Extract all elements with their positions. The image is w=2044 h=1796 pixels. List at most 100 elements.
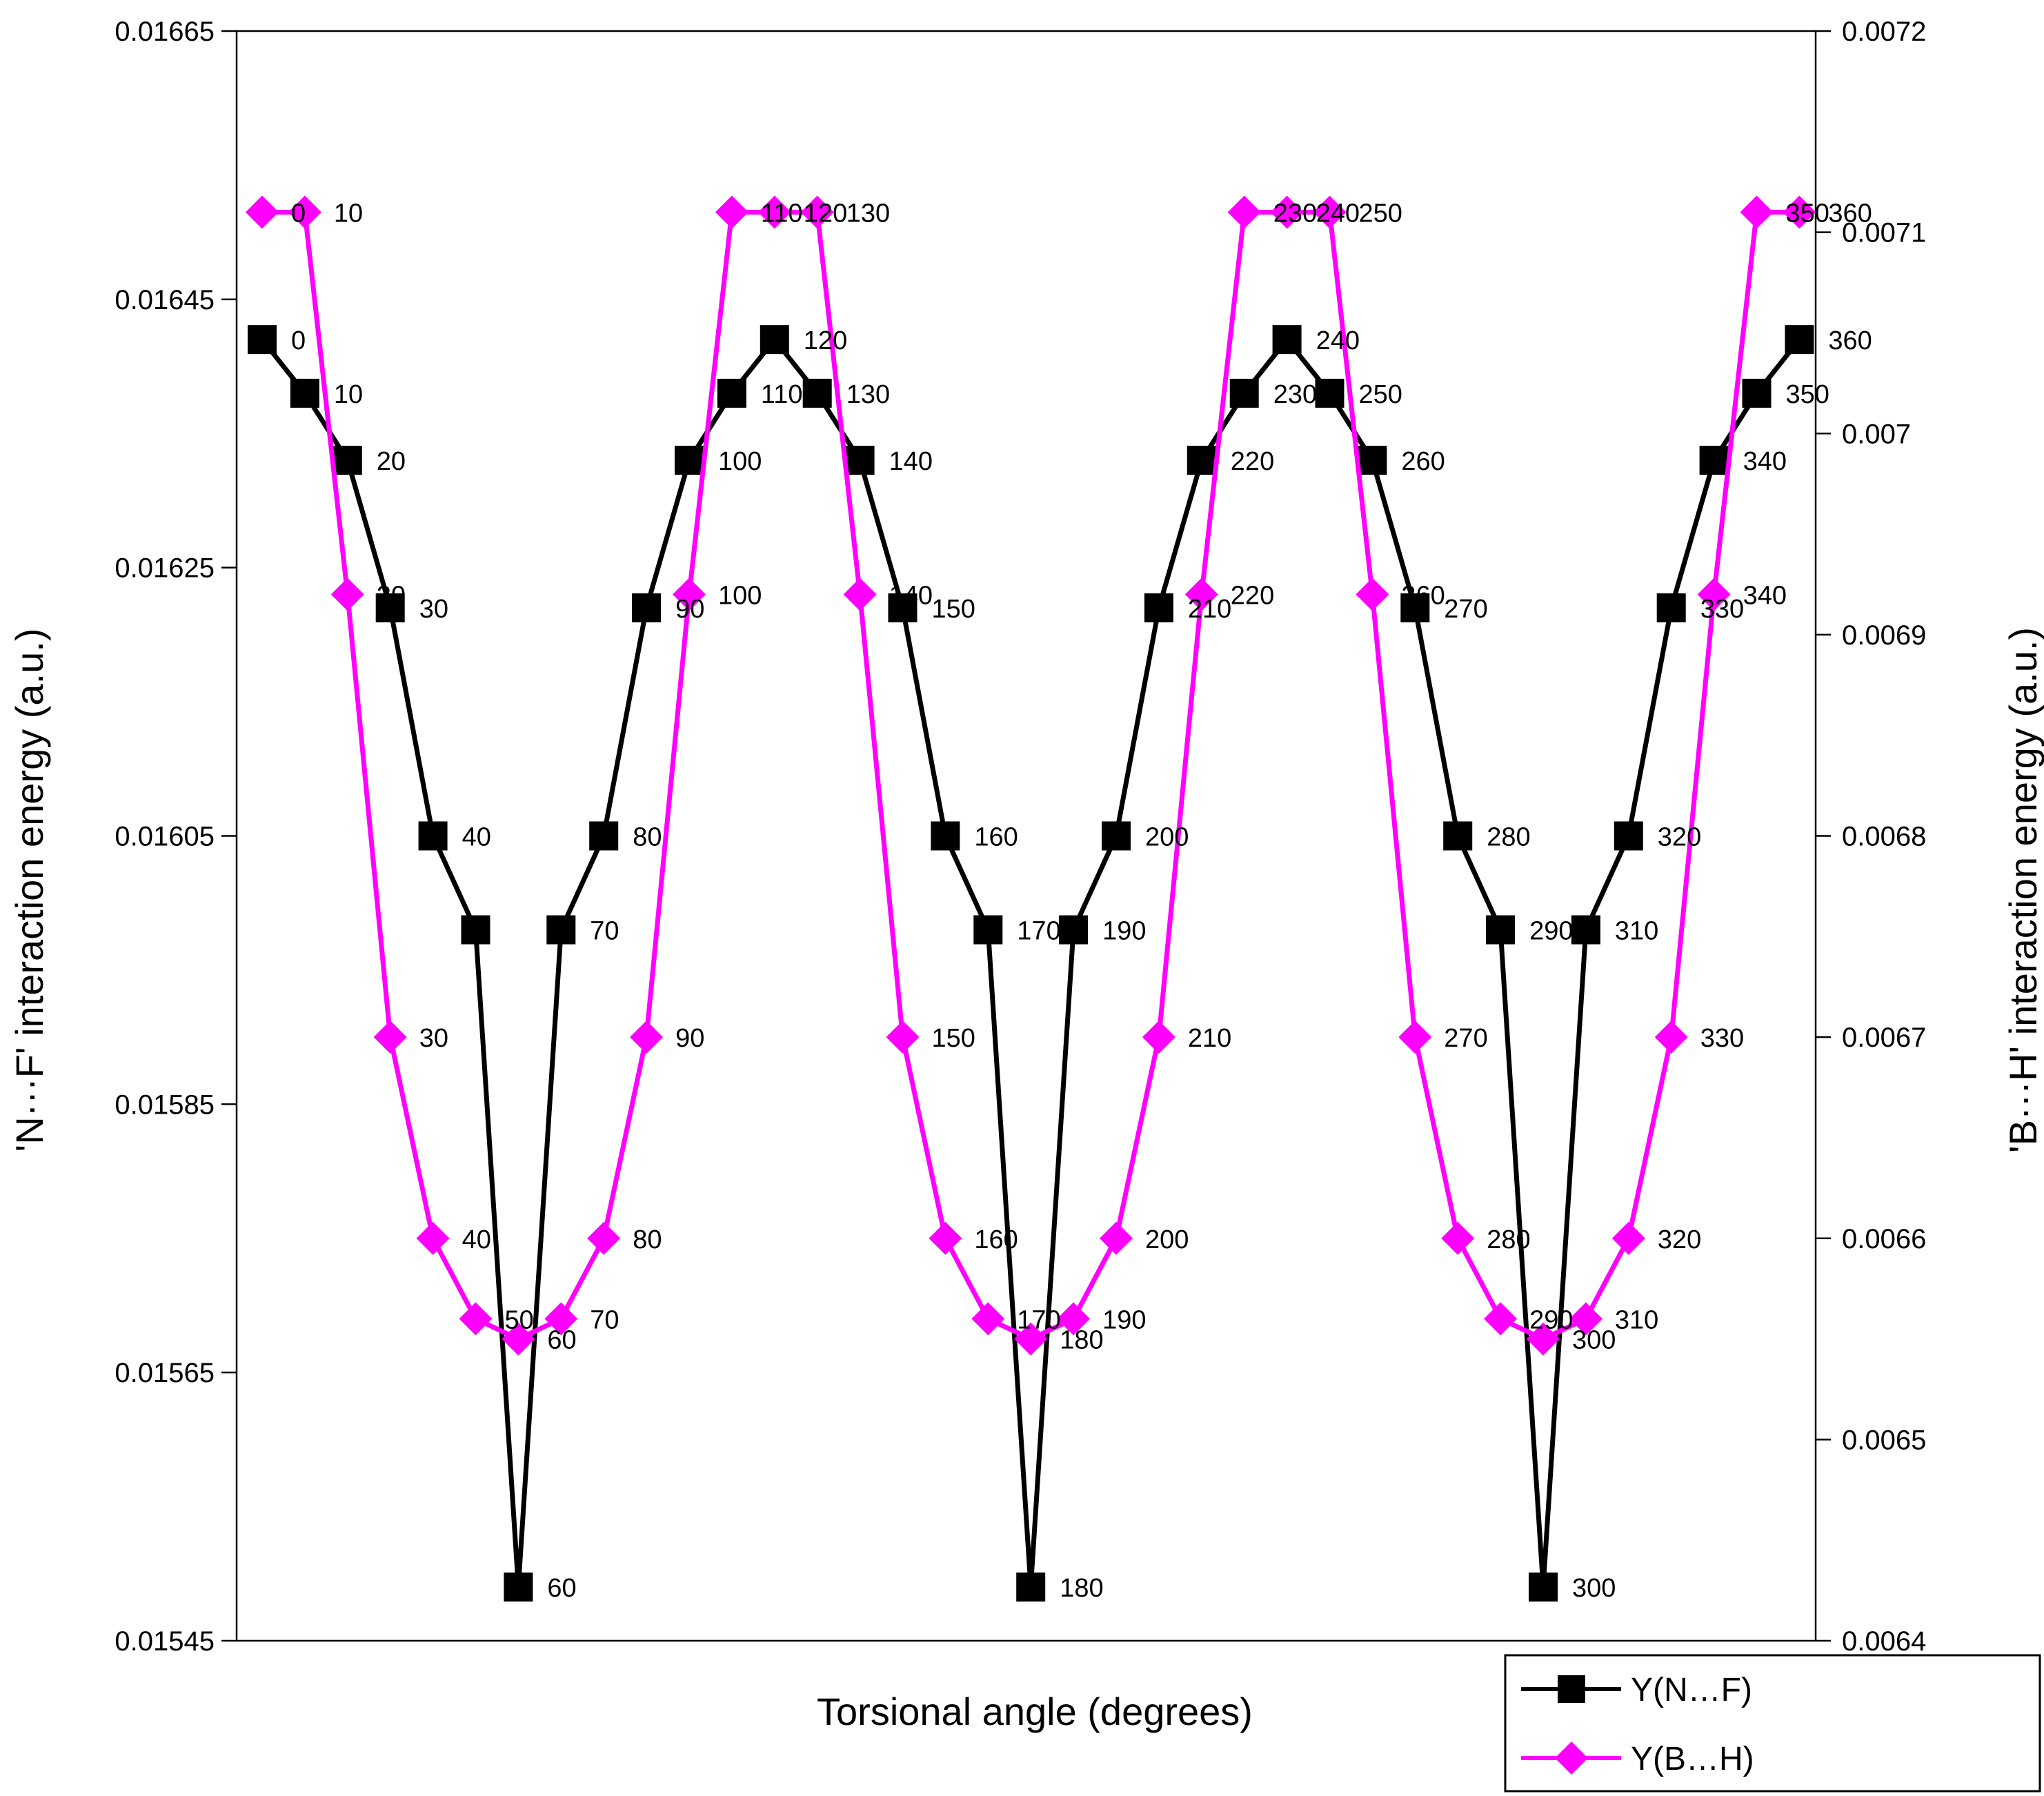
nf-data-label: 200 bbox=[1145, 823, 1189, 852]
bh-point-marker bbox=[1484, 1302, 1518, 1336]
nf-point-marker bbox=[760, 325, 789, 355]
nf-point-marker bbox=[1486, 915, 1516, 945]
bh-data-label: 260 bbox=[1401, 582, 1445, 611]
bh-point-marker bbox=[246, 195, 279, 229]
bh-point-marker bbox=[1654, 1020, 1688, 1054]
nf-point-marker bbox=[333, 446, 362, 475]
nf-data-label: 280 bbox=[1487, 823, 1530, 852]
bh-point-marker bbox=[971, 1302, 1005, 1336]
nf-data-label: 180 bbox=[1060, 1574, 1103, 1603]
bh-data-label: 50 bbox=[505, 1305, 534, 1334]
nf-point-marker bbox=[1102, 821, 1131, 851]
nf-point-marker bbox=[1272, 325, 1302, 355]
nf-point-marker bbox=[1358, 446, 1387, 475]
bh-data-label: 240 bbox=[1316, 199, 1360, 228]
bh-point-marker bbox=[587, 1221, 621, 1255]
right-y-axis: 0.0064 0.0065 0.0066 0.0067 0.0068 0.0069 0.00… bbox=[1816, 17, 1926, 1657]
left-tick-label: 0.01645 bbox=[115, 285, 215, 315]
nf-point-marker bbox=[1229, 378, 1259, 408]
nf-data-label: 70 bbox=[590, 917, 619, 946]
bh-data-label: 90 bbox=[675, 1024, 704, 1053]
nf-data-label: 250 bbox=[1359, 380, 1402, 409]
series-line-nf bbox=[260, 337, 1802, 1590]
bh-data-label: 190 bbox=[1102, 1305, 1146, 1334]
nf-data-label: 150 bbox=[932, 595, 975, 624]
nf-data-label: 350 bbox=[1786, 380, 1829, 409]
bh-data-label: 150 bbox=[932, 1024, 975, 1053]
legend-nf-label: Y(N…F) bbox=[1631, 1672, 1752, 1708]
bh-data-label: 270 bbox=[1444, 1024, 1487, 1053]
nf-data-label: 110 bbox=[761, 380, 803, 409]
bh-point-marker bbox=[373, 1020, 407, 1054]
bh-data-label: 60 bbox=[547, 1326, 576, 1355]
nf-point-marker bbox=[418, 821, 448, 851]
right-tick-label: 0.0068 bbox=[1842, 822, 1926, 852]
nf-point-marker bbox=[1742, 378, 1772, 408]
nf-point-marker bbox=[1785, 325, 1814, 355]
bh-data-label: 360 bbox=[1828, 199, 1872, 228]
legend-nf-marker bbox=[1558, 1675, 1585, 1703]
nf-point-marker bbox=[461, 915, 490, 945]
left-tick-label: 0.01545 bbox=[115, 1626, 215, 1657]
right-tick-label: 0.0069 bbox=[1842, 620, 1926, 651]
bh-data-label: 120 bbox=[804, 199, 847, 228]
bh-data-label: 30 bbox=[419, 1024, 448, 1053]
nf-point-marker bbox=[1614, 821, 1643, 851]
bh-data-label: 140 bbox=[889, 582, 933, 611]
left-tick-label: 0.01625 bbox=[115, 553, 215, 584]
bh-point-marker bbox=[929, 1221, 962, 1255]
bh-point-marker bbox=[1313, 195, 1347, 229]
bh-data-label: 160 bbox=[974, 1225, 1018, 1254]
right-tick-label: 0.0072 bbox=[1842, 17, 1926, 47]
nf-data-label: 60 bbox=[547, 1574, 576, 1603]
right-tick-label: 0.0065 bbox=[1842, 1425, 1926, 1455]
bh-point-marker bbox=[673, 578, 706, 611]
bh-point-marker bbox=[1783, 195, 1816, 229]
bh-data-label: 210 bbox=[1188, 1024, 1231, 1053]
nf-point-marker bbox=[1699, 446, 1729, 475]
bh-data-label: 180 bbox=[1060, 1326, 1103, 1355]
nf-point-marker bbox=[931, 821, 960, 851]
series-layer bbox=[246, 195, 1816, 1602]
right-tick-label: 0.0066 bbox=[1842, 1224, 1926, 1254]
bh-point-marker bbox=[757, 195, 791, 229]
right-tick-label: 0.0067 bbox=[1842, 1023, 1926, 1053]
nf-point-marker bbox=[290, 378, 319, 408]
nf-point-marker bbox=[632, 593, 662, 622]
nf-point-marker bbox=[375, 593, 405, 622]
bh-data-label: 200 bbox=[1145, 1225, 1189, 1254]
legend-bh-label: Y(B…H) bbox=[1631, 1741, 1754, 1777]
nf-point-marker bbox=[1144, 593, 1173, 622]
bh-data-label: 0 bbox=[291, 199, 306, 228]
bh-point-marker bbox=[715, 195, 748, 229]
bh-point-marker bbox=[886, 1020, 920, 1054]
bh-data-label: 80 bbox=[633, 1225, 662, 1254]
bh-point-marker bbox=[1100, 1221, 1133, 1255]
bh-point-marker bbox=[330, 578, 364, 611]
nf-data-label: 0 bbox=[291, 326, 306, 355]
nf-point-marker bbox=[1529, 1572, 1558, 1602]
bh-point-marker bbox=[1057, 1302, 1091, 1336]
right-tick-label: 0.007 bbox=[1842, 419, 1911, 449]
nf-data-label: 360 bbox=[1828, 326, 1872, 355]
nf-data-label: 220 bbox=[1231, 447, 1274, 476]
left-y-axis-title: 'N···F' interaction energy (a.u.) bbox=[8, 629, 51, 1152]
bh-data-label: 320 bbox=[1658, 1225, 1701, 1254]
nf-point-marker bbox=[973, 915, 1003, 945]
nf-data-label: 340 bbox=[1743, 447, 1787, 476]
left-tick-label: 0.01565 bbox=[115, 1358, 215, 1388]
legend: Y(N…F) Y(B…H) bbox=[1504, 1654, 2041, 1793]
nf-point-marker bbox=[717, 378, 746, 408]
legend-bh-marker bbox=[1555, 1741, 1588, 1775]
nf-data-label: 240 bbox=[1316, 326, 1360, 355]
bh-data-label: 330 bbox=[1700, 1024, 1744, 1053]
bh-point-marker bbox=[1441, 1221, 1475, 1255]
bh-data-label: 280 bbox=[1487, 1225, 1530, 1254]
nf-point-marker bbox=[1656, 593, 1686, 622]
nf-data-label: 300 bbox=[1572, 1574, 1616, 1603]
bh-data-label: 10 bbox=[334, 199, 363, 228]
right-y-axis-title: 'B···H' interaction energy (a.u.) bbox=[2001, 627, 2044, 1153]
bh-data-label: 70 bbox=[590, 1305, 619, 1334]
bh-data-label: 20 bbox=[377, 582, 406, 611]
